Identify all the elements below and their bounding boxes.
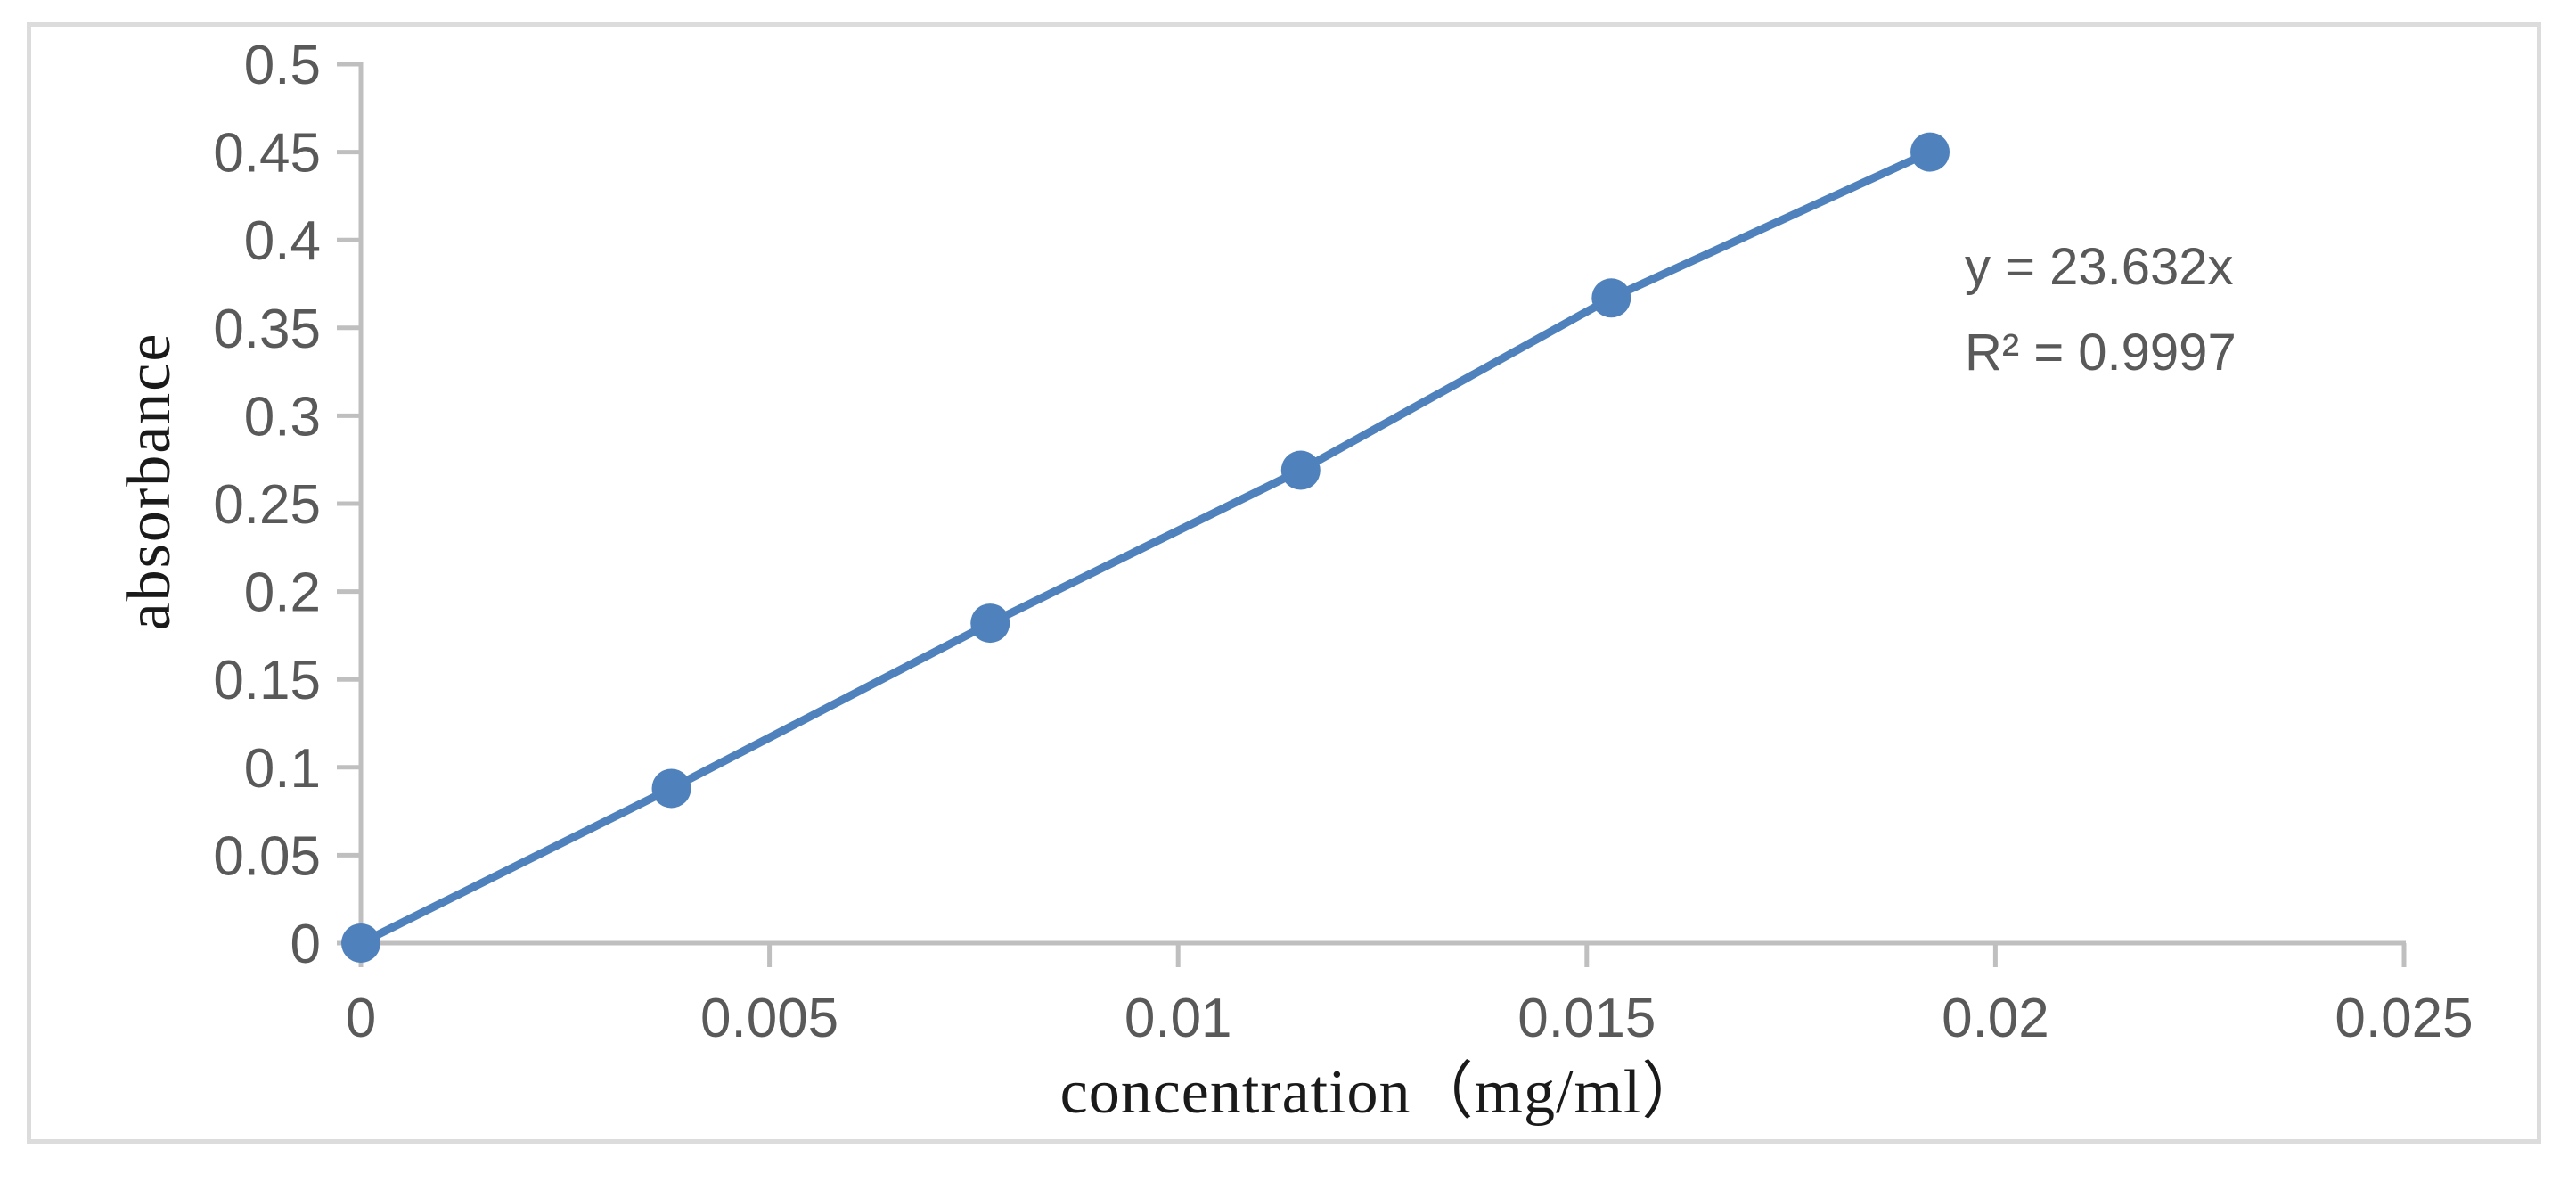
- y-tick-label: 0.5: [244, 35, 321, 96]
- axes: [358, 62, 2406, 946]
- y-tick-label: 0.25: [213, 474, 321, 536]
- trendline-equation-text: y = 23.632x: [1965, 238, 2234, 296]
- x-tick-label: 0.025: [2335, 988, 2473, 1049]
- chart-frame: [27, 22, 2541, 1144]
- x-tick-label: 0.01: [1124, 988, 1232, 1049]
- y-tick-label: 0.45: [213, 123, 321, 185]
- data-point-marker: [651, 768, 691, 809]
- data-point-marker: [970, 603, 1010, 644]
- y-tick-label: 0.4: [244, 210, 321, 272]
- r-squared-text: R² = 0.9997: [1965, 324, 2237, 382]
- x-tick-label: 0.005: [700, 988, 838, 1049]
- data-point-marker: [1280, 450, 1321, 490]
- series-line: [356, 148, 1934, 948]
- tick-labels: 0 0.05 0.1 0.15 0.2 0.25 0.3 0.35 0.4 0.45 0.5 0 0.0…: [213, 35, 2473, 1049]
- tick-marks: [337, 62, 2407, 967]
- y-tick-label: 0.05: [213, 825, 321, 887]
- data-point-marker: [1910, 132, 1950, 172]
- y-tick-label: 0.15: [213, 650, 321, 711]
- y-tick-label: 0: [290, 914, 321, 975]
- x-axis-title: concentration（mg/ml）: [1059, 1058, 1705, 1127]
- data-point-marker: [1591, 278, 1631, 318]
- y-tick-label: 0.35: [213, 299, 321, 360]
- x-tick-label: 0.02: [1942, 988, 2049, 1049]
- y-tick-label: 0.1: [244, 738, 321, 800]
- data-point-marker: [341, 923, 380, 963]
- x-tick-label: 0: [346, 988, 376, 1049]
- x-tick-label: 0.015: [1517, 988, 1656, 1049]
- trendline-annotation: y = 23.632x R² = 0.9997: [1965, 225, 2237, 396]
- y-tick-label: 0.2: [244, 562, 321, 624]
- y-tick-label: 0.3: [244, 386, 321, 447]
- y-axis-title: absorbance: [115, 332, 184, 631]
- data-series: [341, 132, 1950, 963]
